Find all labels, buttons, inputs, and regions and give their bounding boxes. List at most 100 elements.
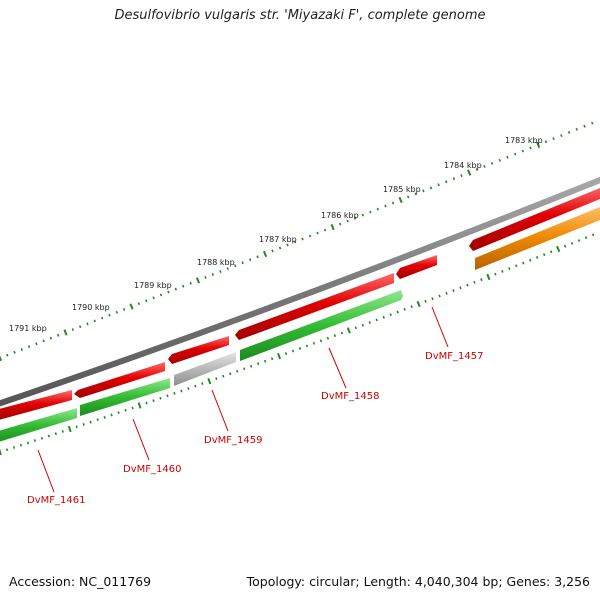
ruler-tick [490, 161, 494, 165]
ruler-tick [194, 384, 197, 388]
ruler-tick [0, 448, 2, 456]
ruler-tick [93, 319, 96, 323]
ruler-tick [483, 165, 486, 168]
ruler-tick [293, 240, 297, 244]
ruler-tick [316, 231, 319, 235]
ruler-tick [422, 189, 425, 193]
ruler-tick [195, 277, 201, 284]
ruler-tick [108, 313, 111, 317]
gene-forward[interactable] [168, 336, 229, 364]
ruler-tick [152, 399, 155, 403]
label-leaders [37, 306, 449, 493]
ruler-tick [560, 134, 563, 137]
ruler-tick [248, 258, 252, 262]
ruler-tick [145, 401, 148, 405]
kbp-label: 1791 kbp [9, 324, 47, 333]
ruler-tick [263, 359, 267, 363]
ruler-tick [61, 429, 64, 433]
ruler-tick [475, 168, 479, 172]
ruler-tick [75, 425, 78, 429]
ruler-tick [137, 402, 142, 409]
ruler-tick [323, 228, 327, 232]
gene-reverse-grey[interactable] [174, 352, 236, 386]
ruler-tick [473, 280, 476, 284]
ruler-tick [319, 339, 323, 343]
ruler-tick [301, 237, 304, 241]
ruler-tick [521, 149, 525, 153]
ruler-tick [49, 336, 53, 340]
ruler-tick [567, 131, 571, 134]
ruler-tick [305, 344, 309, 348]
ruler-tick [56, 333, 60, 337]
gene-reverse-green[interactable] [80, 378, 170, 416]
ruler-tick [398, 196, 403, 204]
ruler-tick [429, 186, 433, 190]
ruler-tick [556, 245, 561, 253]
ruler-tick [431, 297, 434, 301]
ruler-tick [256, 255, 259, 259]
ruler-tick [124, 408, 127, 412]
kbp-label: 1783 kbp [505, 136, 543, 145]
ruler-tick [19, 443, 23, 447]
ruler-tick [67, 425, 72, 433]
accession-text: Accession: NC_011769 [9, 574, 152, 589]
ruler-tick [219, 270, 222, 273]
ruler-tick [63, 329, 68, 336]
ruler-tick [529, 146, 532, 150]
gene-reverse-green[interactable] [240, 290, 403, 361]
ruler-tick [466, 283, 469, 287]
ruler-tick [278, 246, 282, 250]
ruler-tick [333, 334, 337, 338]
ruler-tick [326, 336, 330, 340]
ruler-tick [100, 316, 104, 320]
ruler-tick [570, 241, 574, 245]
gene-forward[interactable] [74, 362, 165, 398]
ruler-tick [354, 326, 358, 330]
ruler-tick [270, 357, 274, 361]
ruler-tick [522, 261, 525, 265]
ruler-tick [152, 296, 155, 300]
ruler-tick [437, 183, 440, 187]
ruler-tick [452, 177, 456, 181]
ruler-track [0, 121, 594, 362]
ruler-tick [389, 313, 392, 317]
ruler-tick [346, 219, 349, 223]
ruler-tick [167, 290, 170, 294]
gene-forward[interactable] [0, 390, 72, 421]
ruler-tick [174, 287, 178, 291]
genome-summary-text: Topology: circular; Length: 4,040,304 bp… [246, 574, 590, 589]
ruler-tick [54, 432, 57, 436]
ruler-tick [71, 328, 75, 331]
gene-label-dvmf-1458: DvMF_1458 [321, 391, 379, 402]
ruler-tick [286, 243, 289, 247]
gene-forward[interactable] [469, 186, 600, 251]
ruler-tick [391, 201, 395, 205]
ruler-tick [298, 347, 302, 350]
ruler-tick [173, 391, 176, 395]
ruler-tick [249, 364, 253, 368]
ruler-tick [226, 267, 229, 271]
ruler-tick [536, 141, 541, 149]
gene-forward[interactable] [235, 273, 394, 340]
gene-forward[interactable] [396, 255, 437, 279]
forward-strand-track [0, 186, 600, 421]
ruler-tick [591, 233, 595, 237]
gene-reverse-orange[interactable] [475, 205, 600, 270]
ruler-tick [338, 222, 342, 226]
ruler-tick [6, 353, 9, 357]
ruler-tick [291, 349, 295, 353]
ruler-tick [207, 377, 212, 385]
ruler-tick [137, 302, 141, 306]
ruler-tick [529, 258, 532, 262]
ruler-tick [78, 325, 82, 329]
ruler-tick [211, 273, 215, 276]
ruler-tick [233, 264, 237, 268]
ruler-tick [361, 323, 364, 327]
ruler-tick [467, 169, 472, 176]
ruler-tick [506, 155, 509, 159]
ruler-tick [410, 305, 413, 309]
ruler-tick [159, 396, 162, 400]
ruler-tick [187, 387, 190, 390]
ruler-tick [96, 418, 99, 422]
gene-reverse-green[interactable] [0, 408, 77, 443]
